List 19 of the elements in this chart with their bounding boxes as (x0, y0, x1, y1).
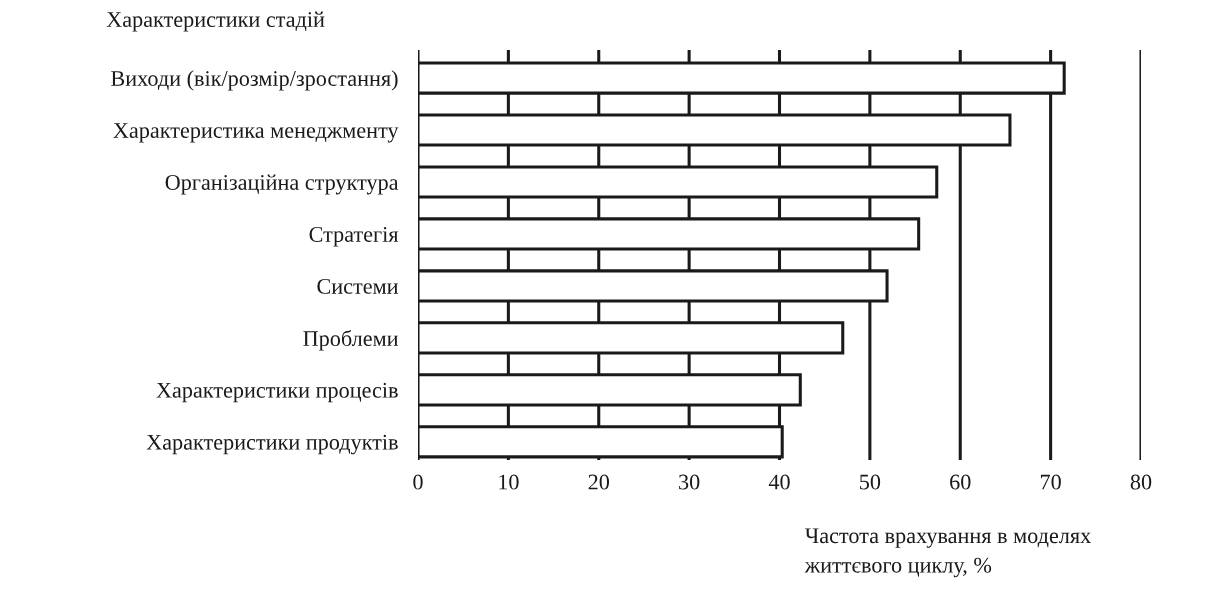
x-tick-label: 30 (679, 474, 700, 490)
x-tick-label: 50 (860, 474, 881, 490)
y-tick-label: Стратегія (309, 226, 399, 247)
y-axis-title: Характеристики стадій (106, 11, 325, 32)
x-tick-label: 20 (588, 474, 610, 490)
x-tick-label: 80 (1130, 474, 1152, 490)
x-tick-label: 0 (413, 474, 423, 490)
y-tick-label: Системи (317, 278, 399, 294)
y-tick-label: Характеристики процесів (156, 382, 398, 403)
x-tick-label: 10 (499, 474, 519, 490)
y-tick-label: Проблеми (303, 329, 399, 351)
x-axis-title: Частота врахування в моделях життєвого циклу, % (804, 528, 1091, 578)
x-tick-label: 60 (950, 474, 971, 490)
x-tick-label: 70 (1040, 474, 1061, 490)
y-tick-label: Організаційна структура (165, 174, 399, 195)
y-tick-label: Характеристика менеджменту (113, 123, 399, 143)
y-tick-label: Виходи (вік/розмір/зростання) (111, 70, 398, 91)
y-tick-label: Характеристики продуктів (146, 434, 398, 455)
x-tick-label: 40 (768, 474, 790, 490)
